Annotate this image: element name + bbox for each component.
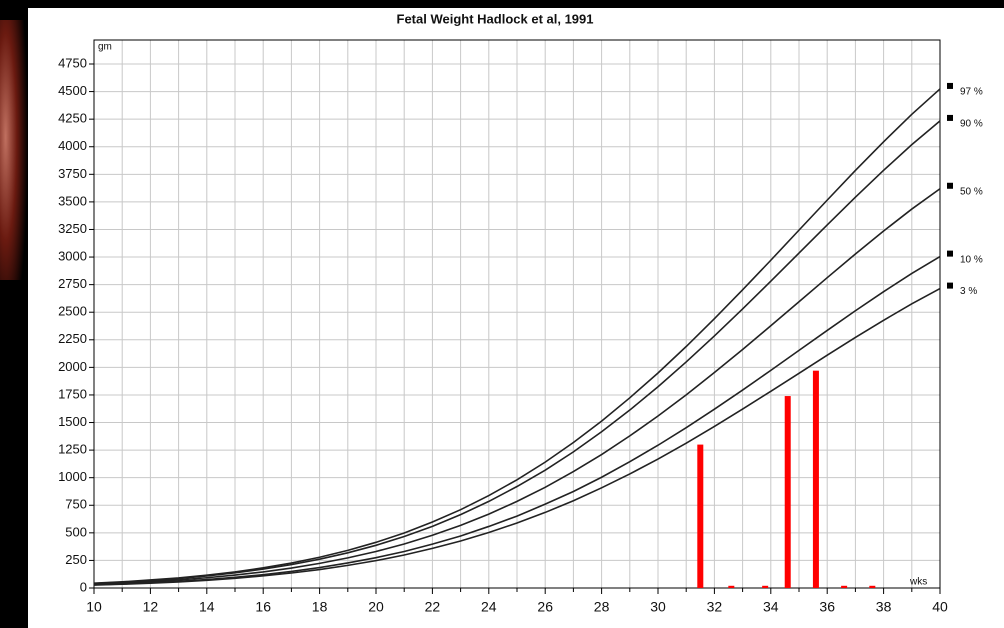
y-tick-label: 1000 [58, 469, 87, 484]
legend-label: 3 % [960, 286, 977, 297]
chart-title: Fetal Weight Hadlock et al, 1991 [397, 11, 594, 26]
x-tick-label: 10 [86, 599, 102, 615]
x-tick-label: 28 [594, 599, 610, 615]
y-tick-label: 3500 [58, 193, 87, 208]
measurement-bar [784, 396, 791, 588]
legend-marker [947, 82, 953, 89]
y-tick-label: 4000 [58, 138, 87, 153]
y-tick-label: 4750 [58, 55, 87, 70]
legend-marker [947, 114, 953, 121]
legend-label: 97 % [960, 87, 983, 98]
y-tick-label: 250 [65, 552, 87, 567]
x-tick-label: 24 [481, 599, 497, 615]
x-axis-label: wks [909, 577, 927, 588]
x-tick-label: 30 [650, 599, 666, 615]
measurement-bar [841, 585, 848, 588]
x-tick-label: 20 [368, 599, 384, 615]
background-image [0, 20, 28, 280]
legend-label: 50 % [960, 186, 983, 197]
legend-label: 90 % [960, 119, 983, 130]
y-tick-label: 1500 [58, 414, 87, 429]
y-tick-label: 4500 [58, 83, 87, 98]
percentile-line [93, 287, 941, 586]
x-tick-label: 18 [312, 599, 328, 615]
y-tick-label: 1250 [58, 442, 87, 457]
y-tick-label: 0 [80, 579, 87, 594]
legend-marker [947, 282, 953, 289]
legend-marker [947, 182, 953, 189]
measurement-bar [869, 585, 876, 588]
y-tick-label: 3750 [58, 166, 87, 181]
y-tick-label: 3000 [58, 248, 87, 263]
measurement-bar [697, 444, 704, 588]
x-tick-label: 16 [255, 599, 271, 615]
y-tick-label: 2750 [58, 276, 87, 291]
x-tick-label: 22 [425, 599, 441, 615]
x-tick-label: 32 [707, 599, 723, 615]
legend-label: 10 % [960, 254, 983, 265]
x-tick-label: 26 [537, 599, 553, 615]
measurement-bar [728, 585, 735, 588]
percentile-line [93, 120, 941, 585]
percentile-line [93, 188, 941, 585]
x-tick-label: 12 [143, 599, 159, 615]
x-tick-label: 14 [199, 599, 215, 615]
legend-marker [947, 250, 953, 257]
y-tick-label: 4250 [58, 111, 87, 126]
y-tick-label: 1750 [58, 386, 87, 401]
y-axis-label: gm [98, 42, 112, 53]
y-tick-label: 2500 [58, 304, 87, 319]
percentile-line [93, 255, 941, 586]
y-tick-label: 3250 [58, 221, 87, 236]
x-tick-label: 36 [819, 599, 835, 615]
x-tick-label: 38 [876, 599, 892, 615]
measurement-bar [812, 370, 819, 588]
y-tick-label: 2000 [58, 359, 87, 374]
y-tick-label: 2250 [58, 331, 87, 346]
y-tick-label: 500 [65, 524, 87, 539]
plot-frame [93, 39, 941, 589]
measurement-bar [762, 585, 769, 588]
y-tick-label: 750 [65, 497, 87, 512]
chart-panel [28, 8, 1004, 628]
percentile-line [93, 88, 941, 584]
x-tick-label: 34 [763, 599, 779, 615]
x-tick-label: 40 [932, 599, 948, 615]
